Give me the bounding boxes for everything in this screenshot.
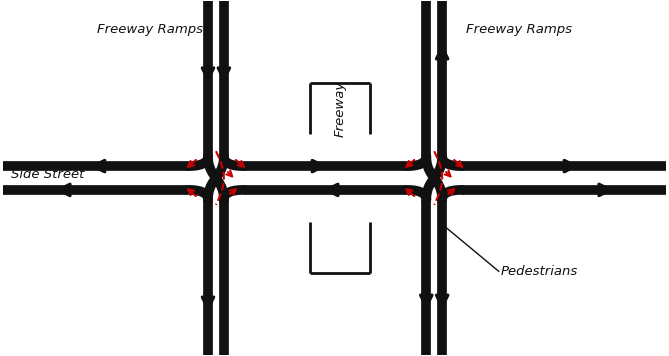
Text: Freeway: Freeway	[333, 80, 347, 137]
Text: Side Street: Side Street	[11, 168, 84, 180]
Text: Freeway Ramps: Freeway Ramps	[466, 23, 572, 36]
Text: Pedestrians: Pedestrians	[500, 265, 578, 278]
Text: Freeway Ramps: Freeway Ramps	[97, 23, 203, 36]
